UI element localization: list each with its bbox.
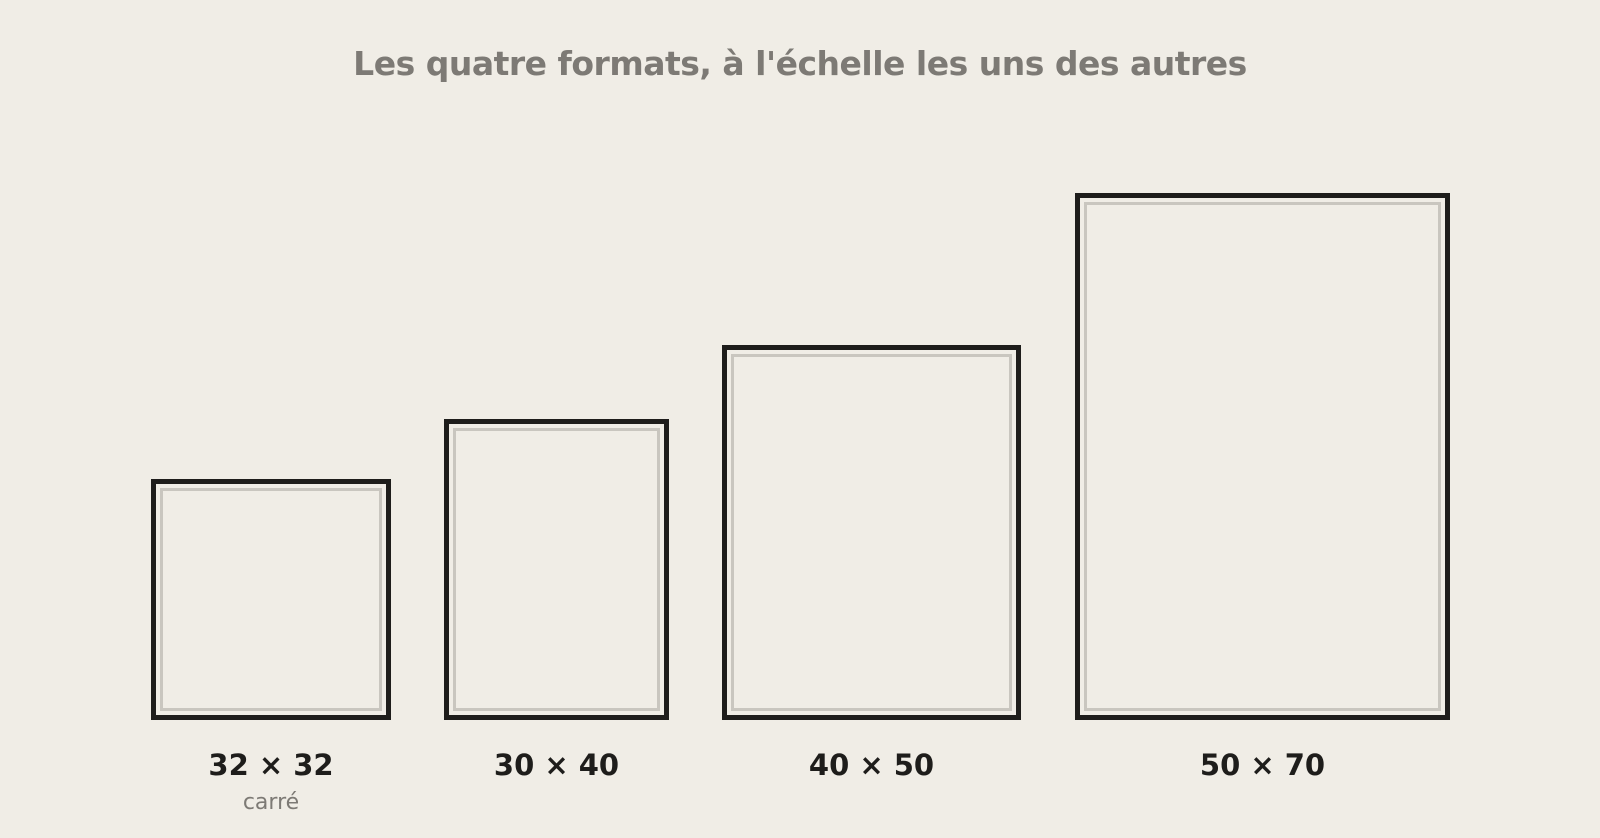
format-label: 50 × 70 (1199, 748, 1326, 782)
title: Les quatre formats, à l'échelle les uns … (353, 44, 1247, 83)
frame (1075, 193, 1450, 720)
format-label: 40 × 50 (808, 748, 935, 782)
format-label: 30 × 40 (493, 748, 620, 782)
frame (151, 479, 391, 720)
frame (722, 345, 1021, 720)
format-note: carré (242, 790, 300, 815)
format-label: 32 × 32 (208, 748, 334, 782)
frame (444, 419, 669, 720)
